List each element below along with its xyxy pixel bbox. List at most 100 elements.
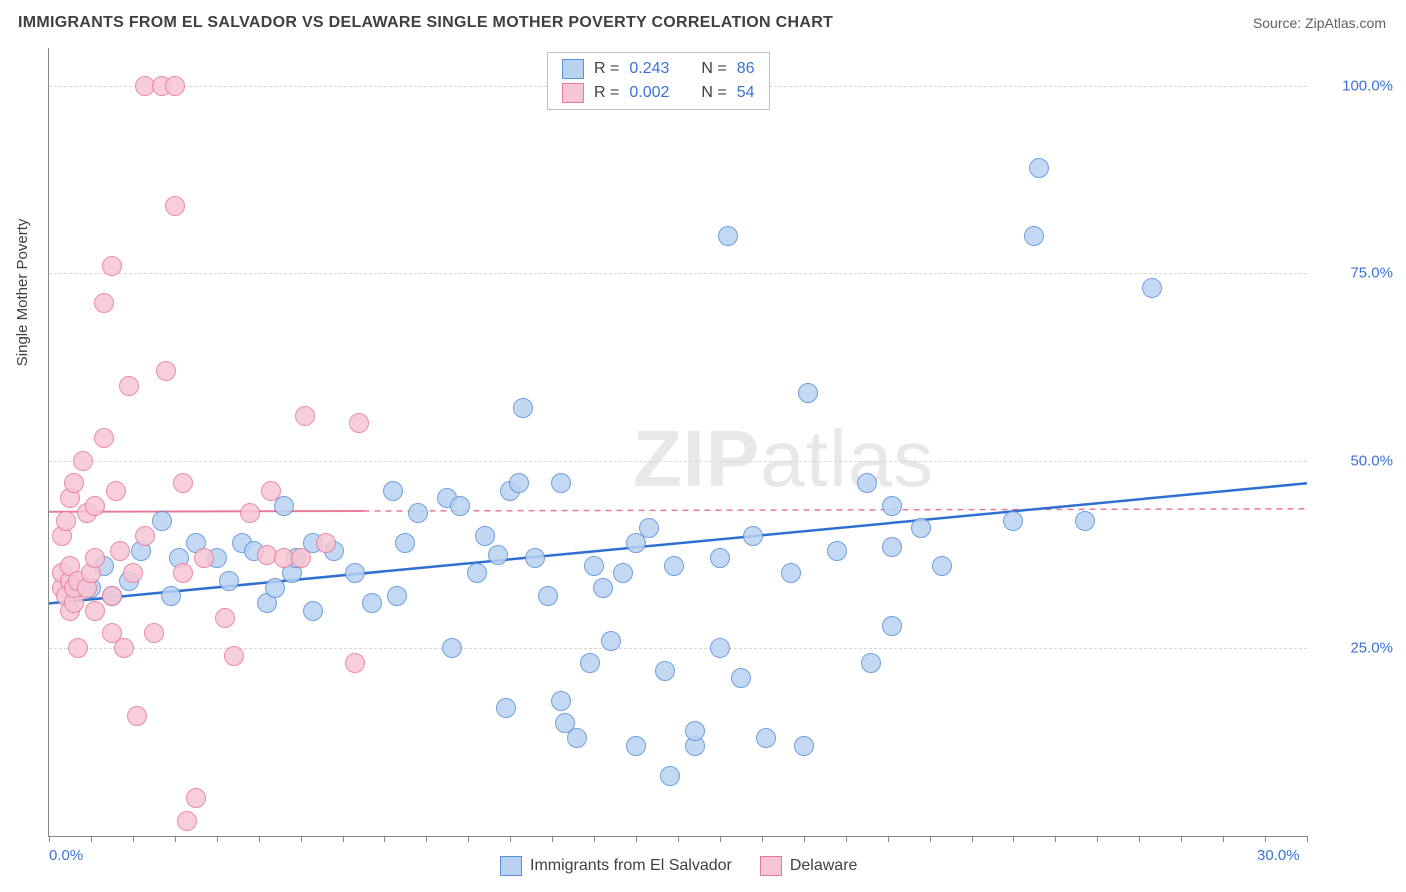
scatter-point: [152, 511, 172, 531]
scatter-point: [488, 545, 508, 565]
scatter-point: [123, 563, 143, 583]
scatter-plot-area: ZIPatlas 25.0%50.0%75.0%100.0%0.0%30.0%: [48, 48, 1307, 837]
scatter-point: [655, 661, 675, 681]
scatter-point: [114, 638, 134, 658]
scatter-point: [509, 473, 529, 493]
x-tick-mark: [594, 836, 595, 842]
scatter-point: [1029, 158, 1049, 178]
x-tick-mark: [259, 836, 260, 842]
scatter-point: [215, 608, 235, 628]
scatter-point: [94, 293, 114, 313]
y-tick-label: 75.0%: [1350, 265, 1393, 282]
x-tick-mark: [930, 836, 931, 842]
scatter-point: [295, 406, 315, 426]
scatter-point: [601, 631, 621, 651]
scatter-point: [303, 601, 323, 621]
n-label: N =: [701, 60, 726, 78]
scatter-point: [718, 226, 738, 246]
scatter-point: [882, 616, 902, 636]
y-axis-label: Single Mother Poverty: [14, 219, 31, 367]
x-tick-mark: [343, 836, 344, 842]
scatter-point: [798, 383, 818, 403]
scatter-point: [383, 481, 403, 501]
scatter-point: [882, 496, 902, 516]
bottom-legend-item: Immigrants from El Salvador: [500, 856, 732, 876]
x-tick-mark: [552, 836, 553, 842]
scatter-point: [64, 473, 84, 493]
scatter-point: [291, 548, 311, 568]
x-tick-mark: [175, 836, 176, 842]
scatter-point: [173, 473, 193, 493]
x-tick-mark: [426, 836, 427, 842]
scatter-point: [756, 728, 776, 748]
r-value: 0.002: [629, 84, 669, 102]
scatter-point: [450, 496, 470, 516]
chart-title: IMMIGRANTS FROM EL SALVADOR VS DELAWARE …: [18, 14, 833, 32]
scatter-point: [362, 593, 382, 613]
series-legend: Immigrants from El SalvadorDelaware: [500, 856, 857, 876]
x-tick-mark: [678, 836, 679, 842]
scatter-point: [316, 533, 336, 553]
scatter-point: [660, 766, 680, 786]
scatter-point: [194, 548, 214, 568]
scatter-point: [345, 653, 365, 673]
legend-swatch: [500, 856, 522, 876]
x-tick-mark: [762, 836, 763, 842]
x-tick-mark: [1055, 836, 1056, 842]
scatter-point: [240, 503, 260, 523]
scatter-point: [395, 533, 415, 553]
scatter-point: [593, 578, 613, 598]
scatter-point: [102, 586, 122, 606]
scatter-point: [513, 398, 533, 418]
scatter-point: [781, 563, 801, 583]
x-tick-mark: [720, 836, 721, 842]
scatter-point: [156, 361, 176, 381]
source-name: ZipAtlas.com: [1305, 15, 1386, 31]
x-tick-mark: [1181, 836, 1182, 842]
x-tick-mark: [468, 836, 469, 842]
scatter-point: [224, 646, 244, 666]
scatter-point: [882, 537, 902, 557]
scatter-point: [56, 511, 76, 531]
scatter-point: [119, 376, 139, 396]
scatter-point: [408, 503, 428, 523]
scatter-point: [911, 518, 931, 538]
x-tick-mark: [1307, 836, 1308, 842]
x-tick-mark: [384, 836, 385, 842]
scatter-point: [1024, 226, 1044, 246]
scatter-point: [173, 563, 193, 583]
x-tick-mark: [888, 836, 889, 842]
watermark-zip: ZIP: [633, 414, 760, 503]
scatter-point: [710, 638, 730, 658]
scatter-point: [584, 556, 604, 576]
x-tick-mark: [972, 836, 973, 842]
scatter-point: [794, 736, 814, 756]
scatter-point: [613, 563, 633, 583]
scatter-point: [538, 586, 558, 606]
scatter-point: [1142, 278, 1162, 298]
x-tick-mark: [1097, 836, 1098, 842]
scatter-point: [1003, 511, 1023, 531]
scatter-point: [345, 563, 365, 583]
scatter-point: [496, 698, 516, 718]
x-tick-label: 0.0%: [49, 847, 83, 864]
watermark-atlas: atlas: [760, 414, 934, 503]
r-label: R =: [594, 60, 619, 78]
x-tick-mark: [1223, 836, 1224, 842]
y-tick-label: 50.0%: [1350, 452, 1393, 469]
scatter-point: [1075, 511, 1095, 531]
grid-line: [49, 273, 1307, 274]
source-attribution: Source: ZipAtlas.com: [1253, 15, 1386, 31]
scatter-point: [349, 413, 369, 433]
scatter-point: [85, 548, 105, 568]
correlation-legend: R =0.243N =86R =0.002N =54: [547, 52, 770, 110]
scatter-point: [932, 556, 952, 576]
source-prefix: Source:: [1253, 15, 1305, 31]
scatter-point: [857, 473, 877, 493]
legend-swatch: [562, 83, 584, 103]
r-label: R =: [594, 84, 619, 102]
scatter-point: [731, 668, 751, 688]
scatter-point: [639, 518, 659, 538]
scatter-point: [261, 481, 281, 501]
scatter-point: [85, 496, 105, 516]
